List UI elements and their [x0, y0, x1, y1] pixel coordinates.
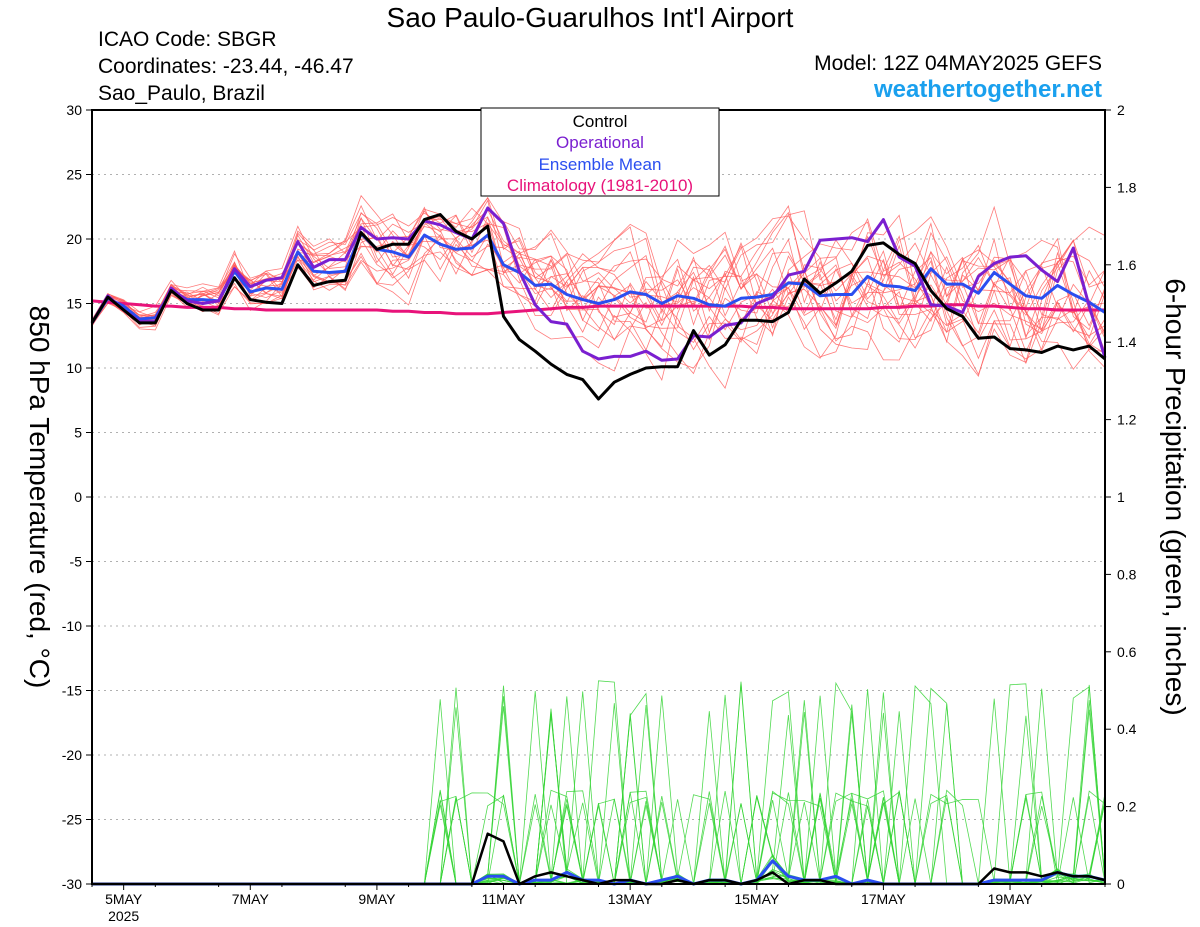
y2-tick-label: 1	[1117, 489, 1125, 505]
temperature-member-line	[91, 205, 1106, 354]
control-line	[90, 213, 1106, 401]
coordinates: Coordinates: -23.44, -46.47	[98, 55, 354, 78]
y-tick-label: 25	[66, 167, 82, 183]
grid-lines	[92, 109, 1105, 885]
precip-member-line	[92, 680, 1106, 885]
x-tick-label: 7MAY	[232, 891, 270, 907]
y-tick-label: -20	[62, 747, 82, 763]
y-tick-label: -25	[62, 812, 82, 828]
precip-member-line	[92, 794, 1106, 885]
y-tick-label: 10	[66, 360, 82, 376]
legend-box	[480, 107, 720, 197]
y2-tick-label: 1.4	[1117, 334, 1137, 350]
y2-tick-label: 1.8	[1117, 179, 1137, 195]
temperature-member-line	[91, 214, 1106, 339]
x-tick-label: 11MAY	[482, 891, 526, 907]
y2-tick-label: 2	[1117, 102, 1125, 118]
y-tick-label: -30	[62, 876, 82, 892]
y2-tick-label: 1.6	[1117, 257, 1137, 273]
ensemble-member-lines	[91, 194, 1106, 885]
y-tick-label: 30	[66, 102, 82, 118]
y2-tick-label: 0.4	[1117, 721, 1137, 737]
precip-ensemble-mean-line	[92, 859, 1106, 886]
y2-tick-label: 0.8	[1117, 566, 1137, 582]
legend-operational: Operational	[556, 133, 644, 152]
location-name: Sao_Paulo, Brazil	[98, 82, 265, 105]
y-tick-label: 15	[66, 296, 82, 312]
precip-member-line	[92, 683, 1106, 885]
legend-climatology: Climatology (1981-2010)	[507, 176, 693, 195]
precip-member-line	[92, 794, 1106, 885]
precip-member-line	[92, 685, 1106, 885]
x-tick-label: 9MAY	[358, 891, 396, 907]
axes: 302520151050-5-10-15-20-25-3021.81.61.41…	[62, 102, 1137, 924]
temperature-member-line	[91, 222, 1106, 352]
y2-tick-label: 0	[1117, 876, 1125, 892]
temperature-member-line	[91, 217, 1106, 341]
y2-tick-label: 0.2	[1117, 799, 1137, 815]
temperature-member-line	[91, 196, 1106, 370]
y-axis-label: 850 hPa Temperature (red, °C)	[24, 306, 55, 689]
y2-tick-label: 1.2	[1117, 412, 1137, 428]
legend-control: Control	[573, 112, 628, 131]
y-tick-label: -5	[70, 554, 83, 570]
precip-member-line	[92, 684, 1106, 885]
legend-ensemble-mean: Ensemble Mean	[539, 155, 662, 174]
model-run: Model: 12Z 04MAY2025 GEFS	[814, 52, 1102, 75]
temperature-member-line	[91, 221, 1106, 369]
x-tick-label: 5MAY	[105, 891, 143, 907]
x-year-label: 2025	[108, 908, 139, 924]
y2-axis-label: 6-hour Precipitation (green, inches)	[1160, 278, 1191, 715]
operational-line	[90, 206, 1107, 362]
x-tick-label: 17MAY	[861, 891, 907, 907]
y-tick-label: 0	[74, 489, 82, 505]
icao-code: ICAO Code: SBGR	[98, 28, 277, 51]
ensemble-mean-line	[90, 232, 1106, 324]
precip-member-line	[92, 695, 1106, 885]
y-tick-label: -15	[62, 683, 82, 699]
x-tick-label: 13MAY	[608, 891, 654, 907]
y-tick-label: 20	[66, 231, 82, 247]
precip-member-line	[92, 686, 1106, 885]
y-tick-label: -10	[62, 618, 82, 634]
page-title: Sao Paulo-Guarulhos Int'l Airport	[386, 2, 794, 33]
x-tick-label: 19MAY	[988, 891, 1034, 907]
legend: Control Operational Ensemble Mean Climat…	[480, 107, 720, 197]
precip-member-line	[92, 681, 1106, 885]
y-tick-label: 5	[74, 425, 82, 441]
x-tick-label: 15MAY	[734, 891, 780, 907]
y2-tick-label: 0.6	[1117, 644, 1137, 660]
site-link[interactable]: weathertogether.net	[873, 76, 1102, 103]
